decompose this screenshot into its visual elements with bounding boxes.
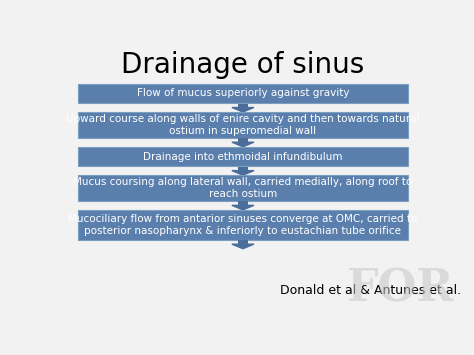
FancyBboxPatch shape [78, 175, 408, 201]
Bar [238, 104, 247, 108]
Text: Upward course along walls of enire cavity and then towards natural
ostium in sup: Upward course along walls of enire cavit… [66, 114, 419, 136]
Text: Donald et al & Antunes et al.: Donald et al & Antunes et al. [280, 284, 461, 297]
Text: Flow of mucus superiorly against gravity: Flow of mucus superiorly against gravity [137, 88, 349, 98]
Bar [238, 167, 247, 171]
FancyBboxPatch shape [78, 112, 408, 138]
FancyBboxPatch shape [78, 147, 408, 166]
Bar [238, 201, 247, 206]
Bar [238, 240, 247, 245]
Text: Mucus coursing along lateral wall, carried medially, along roof to
reach ostium: Mucus coursing along lateral wall, carri… [73, 177, 412, 200]
FancyBboxPatch shape [78, 84, 408, 103]
FancyBboxPatch shape [78, 210, 408, 240]
Polygon shape [232, 244, 254, 249]
Polygon shape [232, 142, 254, 147]
Text: Drainage into ethmoidal infundibulum: Drainage into ethmoidal infundibulum [143, 152, 343, 162]
Polygon shape [232, 205, 254, 210]
Polygon shape [232, 108, 254, 112]
Polygon shape [232, 171, 254, 175]
Text: FOR: FOR [347, 267, 455, 311]
Bar [238, 138, 247, 143]
Text: Mucociliary flow from antarior sinuses converge at OMC, carried to
posterior nas: Mucociliary flow from antarior sinuses c… [68, 214, 418, 236]
Text: Drainage of sinus: Drainage of sinus [121, 51, 365, 79]
